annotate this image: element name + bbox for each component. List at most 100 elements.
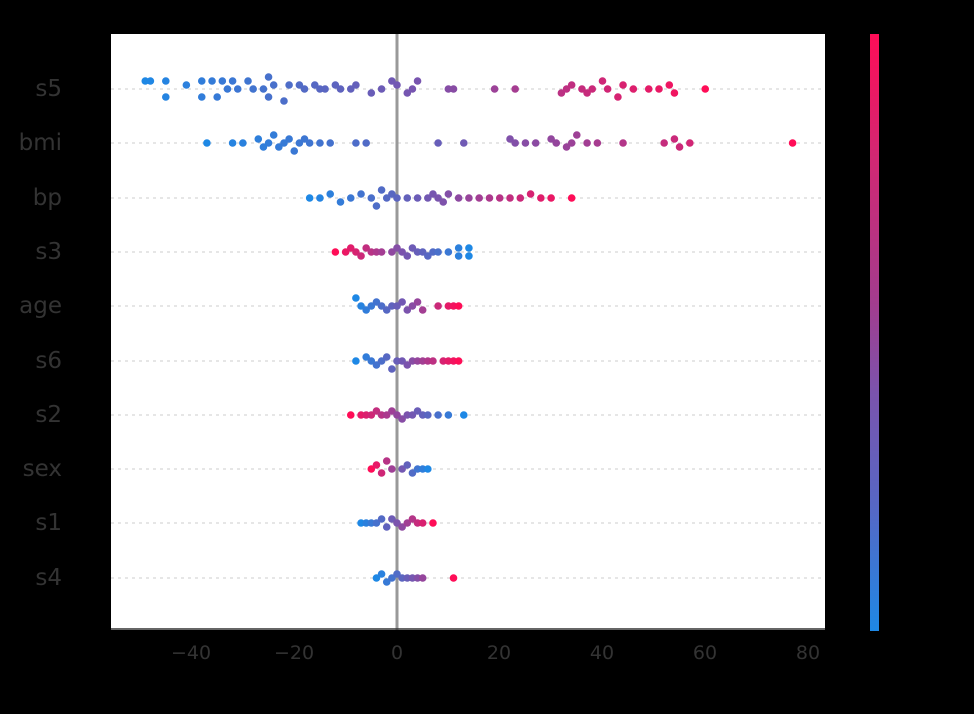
data-point xyxy=(408,411,417,419)
data-point xyxy=(393,244,401,252)
series-age xyxy=(352,294,463,314)
data-point xyxy=(367,411,376,419)
data-point xyxy=(264,73,273,81)
data-point xyxy=(372,202,381,210)
data-point xyxy=(619,139,627,147)
beeswarm-plot xyxy=(111,34,825,630)
data-point xyxy=(377,357,386,365)
data-point xyxy=(305,194,314,202)
data-point xyxy=(377,302,386,310)
y-label-age: age xyxy=(19,293,62,319)
data-point xyxy=(398,415,406,423)
data-point xyxy=(346,194,355,202)
data-point xyxy=(223,85,232,93)
data-point xyxy=(449,574,458,582)
data-point xyxy=(357,190,365,198)
data-point xyxy=(377,469,386,477)
data-point xyxy=(352,357,360,365)
data-point xyxy=(388,574,396,582)
data-point xyxy=(316,194,324,202)
data-point xyxy=(300,135,309,143)
x-tick-20: 20 xyxy=(486,642,512,664)
data-point xyxy=(388,190,396,198)
data-point xyxy=(162,77,170,85)
data-point xyxy=(341,248,350,256)
data-point xyxy=(490,85,499,93)
data-point xyxy=(403,519,412,527)
data-point xyxy=(336,85,345,93)
data-point xyxy=(228,77,237,85)
series-sex xyxy=(367,457,432,477)
feature-value-colorbar xyxy=(870,34,879,631)
data-point xyxy=(321,85,329,93)
data-point xyxy=(495,194,504,202)
data-point xyxy=(454,302,463,310)
y-label-bp: bp xyxy=(32,185,62,211)
data-point xyxy=(567,139,576,147)
x-tick-0: 0 xyxy=(390,642,404,664)
data-point xyxy=(352,294,360,302)
data-point xyxy=(547,135,555,143)
data-point xyxy=(644,85,653,93)
data-point xyxy=(424,411,432,419)
data-point xyxy=(352,81,360,89)
data-point xyxy=(567,81,576,89)
data-point xyxy=(362,306,370,314)
data-point xyxy=(300,85,309,93)
data-point xyxy=(403,194,412,202)
data-point xyxy=(382,306,391,314)
data-point xyxy=(403,252,412,260)
y-label-s2: s2 xyxy=(35,402,62,428)
data-point xyxy=(352,139,360,147)
data-point xyxy=(537,194,545,202)
data-point xyxy=(413,407,422,415)
data-point xyxy=(403,306,412,314)
data-point xyxy=(393,411,401,419)
data-point xyxy=(465,252,473,260)
data-point xyxy=(280,139,288,147)
y-label-bmi: bmi xyxy=(18,130,62,156)
data-point xyxy=(382,523,391,531)
data-point xyxy=(357,302,365,310)
data-point xyxy=(346,244,355,252)
data-point xyxy=(377,85,386,93)
series-s5 xyxy=(141,73,710,105)
data-point xyxy=(511,139,519,147)
data-point xyxy=(208,77,216,85)
data-point xyxy=(305,139,314,147)
y-label-s4: s4 xyxy=(35,565,62,591)
data-point xyxy=(285,81,293,89)
series-s4 xyxy=(372,570,458,586)
data-point xyxy=(285,135,293,143)
data-point xyxy=(331,248,340,256)
data-point xyxy=(367,302,376,310)
data-point xyxy=(598,77,607,85)
data-point xyxy=(269,131,278,139)
data-point xyxy=(244,77,252,85)
data-point xyxy=(444,248,453,256)
data-point xyxy=(403,461,412,469)
data-point xyxy=(398,298,406,306)
data-point xyxy=(259,143,268,151)
data-point xyxy=(557,89,566,97)
y-label-sex: sex xyxy=(22,456,62,482)
data-point xyxy=(316,139,324,147)
data-point xyxy=(352,248,360,256)
data-point xyxy=(254,135,263,143)
x-tick-neg40: −40 xyxy=(170,642,212,664)
data-point xyxy=(670,135,679,143)
data-point xyxy=(233,85,242,93)
data-point xyxy=(429,357,437,365)
plot-area xyxy=(111,34,825,630)
data-point xyxy=(362,139,370,147)
data-point xyxy=(434,302,442,310)
data-point xyxy=(552,139,561,147)
series-bmi xyxy=(203,131,797,155)
data-point xyxy=(701,85,710,93)
data-point xyxy=(336,198,345,206)
series-s6 xyxy=(352,353,463,373)
data-point xyxy=(429,519,437,527)
data-point xyxy=(218,77,227,85)
series-s3 xyxy=(331,244,473,260)
data-point xyxy=(367,357,376,365)
